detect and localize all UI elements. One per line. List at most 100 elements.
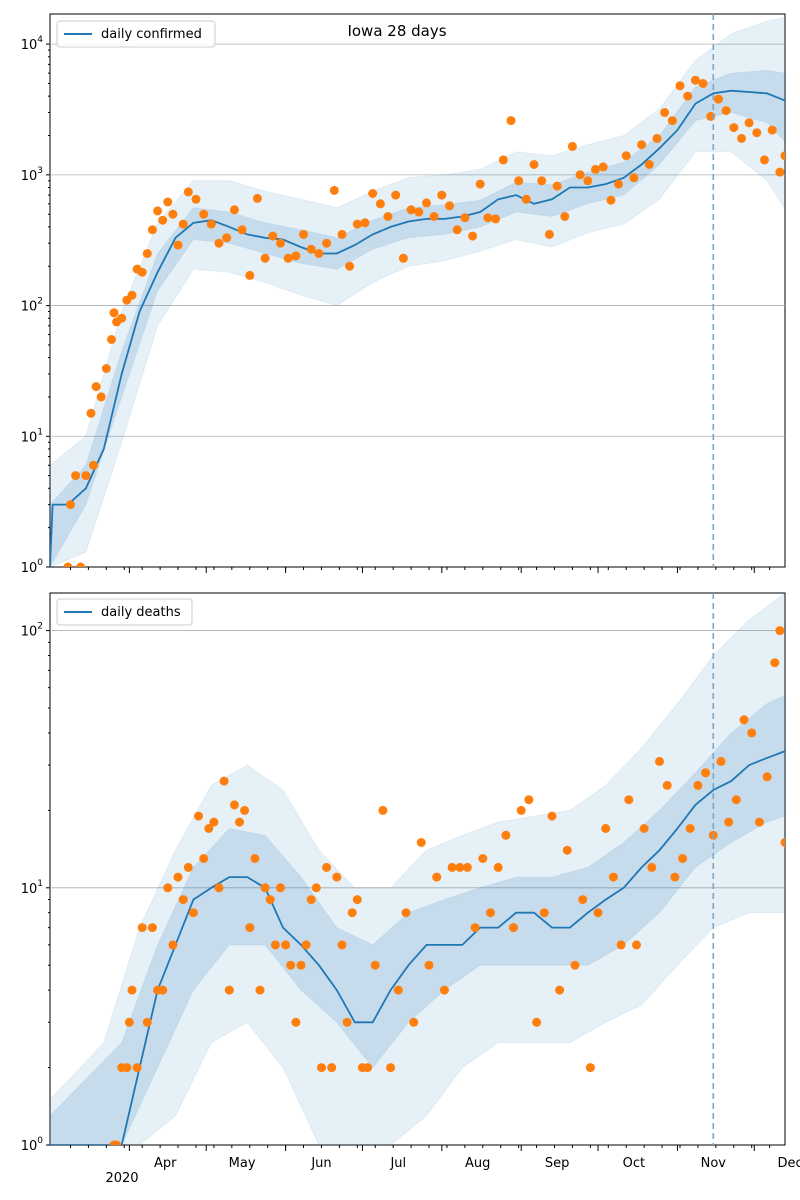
observed-point: [670, 872, 680, 882]
observed-point: [514, 176, 524, 186]
observed-point: [731, 795, 741, 805]
observed-point: [378, 805, 388, 815]
observed-point: [222, 233, 232, 243]
observed-point: [685, 824, 695, 833]
observed-point: [322, 238, 332, 248]
observed-point: [317, 1063, 326, 1073]
observed-point: [439, 985, 449, 995]
model-median-line: [50, 89, 785, 567]
deaths-uncertainty-bands: [50, 593, 785, 1145]
observed-point: [214, 238, 224, 248]
observed-point: [173, 240, 183, 250]
observed-point: [739, 715, 749, 725]
confirmed-x-axis: [69, 567, 771, 573]
deaths-panel: 100 101 102 daily deaths: [21, 592, 786, 1154]
observed-point: [498, 155, 508, 165]
observed-point: [552, 181, 562, 191]
observed-point: [493, 862, 503, 872]
observed-point: [567, 141, 577, 151]
observed-point: [137, 267, 147, 277]
month-label: Sep: [545, 1156, 570, 1171]
observed-point: [662, 780, 672, 790]
confirmed-plot-frame: [49, 13, 786, 568]
observed-point: [91, 382, 101, 392]
confirmed-legend: daily confirmed: [56, 20, 216, 48]
y-tick-label: 102: [21, 297, 43, 315]
observed-point: [386, 1063, 396, 1073]
observed-point: [153, 206, 163, 216]
observed-point: [509, 923, 518, 933]
observed-point: [173, 872, 183, 882]
observed-point: [158, 985, 168, 995]
observed-point: [299, 229, 308, 239]
observed-point: [693, 780, 703, 790]
observed-point: [562, 845, 572, 855]
observed-point: [178, 219, 188, 229]
model-median-line: [50, 750, 785, 1145]
y-tick-label: 100: [21, 1136, 44, 1154]
observed-point: [401, 908, 411, 918]
observed-point: [483, 213, 493, 223]
observed-point: [270, 940, 280, 950]
observed-point: [255, 985, 265, 995]
legend-label-deaths: daily deaths: [101, 605, 181, 620]
observed-point: [744, 118, 754, 128]
observed-point: [675, 81, 685, 91]
month-label: May: [229, 1156, 256, 1171]
observed-point: [188, 908, 198, 918]
observed-point: [199, 209, 209, 219]
observed-point: [470, 923, 480, 933]
observed-point: [209, 817, 219, 827]
observed-point: [81, 471, 91, 481]
confirmed-observed-points: [63, 75, 785, 567]
observed-point: [347, 908, 357, 918]
observed-point: [501, 830, 511, 840]
observed-point: [301, 940, 311, 950]
confirmed-uncertainty-bands: [50, 16, 785, 567]
observed-point: [516, 805, 526, 815]
observed-point: [468, 231, 478, 241]
month-label: Jul: [389, 1156, 406, 1171]
observed-point: [578, 895, 588, 905]
observed-point: [89, 460, 98, 470]
x-axis-month-labels: Apr May Jun Jul Aug Sep Oct Nov Dec: [154, 1156, 800, 1171]
observed-point: [168, 209, 178, 219]
observed-point: [606, 195, 616, 205]
observed-point: [229, 205, 239, 215]
observed-point: [414, 207, 424, 217]
band-inner: [50, 694, 785, 1145]
observed-point: [276, 238, 285, 248]
observed-point: [291, 251, 301, 261]
observed-point: [762, 772, 772, 782]
observed-point: [701, 768, 711, 778]
observed-point: [63, 562, 73, 567]
observed-point: [524, 795, 534, 805]
observed-point: [76, 562, 86, 567]
observed-point: [296, 960, 306, 970]
legend-label-confirmed: daily confirmed: [101, 27, 202, 42]
legend-box: [56, 598, 193, 626]
y-tick-label: 100: [21, 558, 44, 576]
observed-point: [637, 140, 647, 150]
observed-point: [142, 1017, 152, 1027]
band-outer: [50, 16, 785, 567]
observed-point: [652, 133, 662, 143]
observed-point: [775, 626, 785, 636]
observed-point: [107, 335, 116, 344]
observed-point: [168, 940, 178, 950]
observed-point: [621, 151, 631, 161]
observed-point: [345, 261, 355, 271]
observed-point: [265, 895, 275, 905]
observed-point: [283, 253, 293, 263]
observed-point: [363, 1063, 373, 1073]
observed-point: [770, 658, 780, 668]
observed-point: [614, 179, 623, 189]
observed-point: [544, 229, 554, 239]
observed-point: [163, 883, 173, 893]
observed-point: [329, 185, 339, 195]
confirmed-model-line: [50, 89, 785, 567]
confirmed-y-axis: 100 101 102 103 104: [21, 35, 50, 576]
observed-point: [455, 862, 465, 872]
y-tick-label: 101: [21, 879, 43, 897]
observed-point: [754, 817, 764, 827]
